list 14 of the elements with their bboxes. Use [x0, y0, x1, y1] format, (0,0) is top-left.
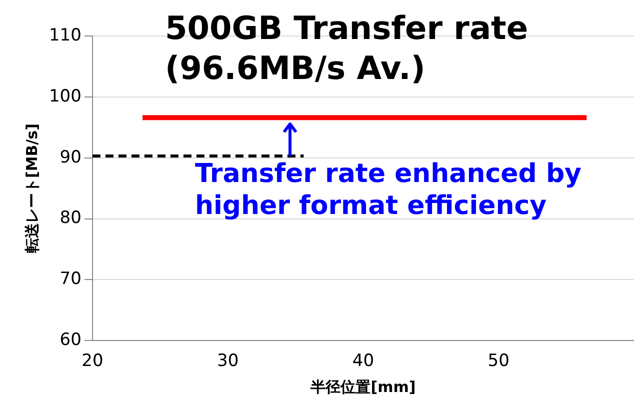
- y-tick-label: 80: [60, 208, 82, 228]
- x-tick-label: 50: [488, 351, 510, 372]
- y-tick-label: 60: [60, 330, 82, 350]
- x-tick-label: 40: [352, 351, 374, 372]
- x-tick-label: 20: [82, 351, 104, 372]
- y-tick-label: 110: [48, 25, 82, 46]
- y-axis-title: 転送レート[MB/s]: [22, 124, 41, 254]
- x-axis-title: 半径位置[mm]: [310, 378, 416, 396]
- y-tick-label: 100: [48, 86, 82, 106]
- annotation: Transfer rate enhanced by higher format efficiency: [195, 158, 583, 222]
- y-tick-label: 70: [60, 269, 82, 290]
- series-label: 500GB Transfer rate (96.6MB/s Av.): [165, 8, 530, 88]
- x-tick-label: 30: [217, 351, 239, 372]
- y-tick-label: 90: [60, 147, 82, 168]
